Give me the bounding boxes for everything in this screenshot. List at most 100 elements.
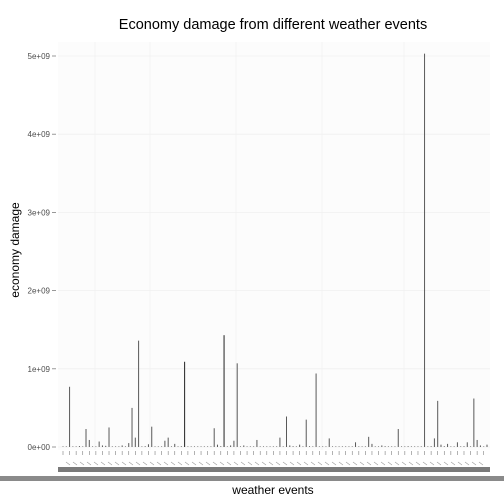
x-tick-label-fragment [324, 461, 330, 466]
bar [289, 445, 291, 447]
bar [213, 428, 215, 447]
bar [164, 440, 166, 447]
bar [286, 416, 288, 447]
bar [361, 446, 363, 447]
bar [197, 446, 199, 447]
bar [420, 446, 422, 447]
bar [479, 445, 481, 447]
bar [124, 446, 126, 447]
x-tick-label-fragment [471, 461, 477, 466]
bar [187, 446, 189, 447]
bar [246, 446, 248, 447]
x-tick-label-fragment [408, 461, 414, 466]
x-tick-label-fragment [93, 461, 99, 466]
x-tick-label-fragment [401, 461, 407, 466]
bar [233, 440, 235, 447]
bar [315, 373, 317, 447]
bar [470, 446, 472, 447]
x-tick-label-fragment [443, 461, 449, 466]
x-tick-label-fragment [163, 461, 169, 466]
bar [371, 443, 373, 447]
x-tick-label-fragment [366, 461, 372, 466]
x-tick-label-fragment [240, 461, 246, 466]
bar [216, 444, 218, 447]
bar [384, 446, 386, 447]
bar [430, 446, 432, 447]
bar [78, 446, 80, 447]
x-tick-label-fragment [86, 461, 92, 466]
bar [414, 446, 416, 447]
bar [121, 445, 123, 447]
bar [170, 446, 172, 447]
x-tick-label-fragment [65, 461, 71, 466]
bar [450, 446, 452, 447]
bar [299, 444, 301, 447]
bar [111, 446, 113, 447]
bar [239, 446, 241, 447]
x-axis [0, 451, 504, 481]
x-tick-label-fragment [226, 461, 232, 466]
x-tick-label-fragment [79, 461, 85, 466]
bar [437, 400, 439, 447]
bar [249, 446, 251, 447]
bar [184, 361, 186, 447]
bar [138, 340, 140, 447]
bar [230, 445, 232, 447]
bar [295, 446, 297, 447]
bar [473, 398, 475, 447]
bar [305, 419, 307, 447]
bar [105, 445, 107, 447]
x-tick-label-fragment [296, 461, 302, 466]
x-tick-label-fragment [114, 461, 120, 466]
y-tick-label: 4e+09 [28, 130, 51, 139]
bar [341, 446, 343, 447]
bar [355, 442, 357, 447]
x-tick-label-fragment [275, 461, 281, 466]
x-tick-label-fragment [198, 461, 204, 466]
x-tick-label-fragment [394, 461, 400, 466]
x-tick-label-fragment [261, 461, 267, 466]
bar [463, 446, 465, 447]
bar [417, 446, 419, 447]
bar [358, 446, 360, 447]
bar [65, 446, 67, 447]
bar [98, 441, 100, 447]
bar [476, 439, 478, 447]
y-tick-label: 3e+09 [28, 208, 51, 217]
bar [203, 446, 205, 447]
bar [483, 446, 485, 447]
bar [174, 443, 176, 447]
bar [82, 446, 84, 447]
bar [335, 446, 337, 447]
x-tick-label-fragment [100, 461, 106, 466]
bar [134, 437, 136, 447]
bar [279, 437, 281, 447]
bar [141, 446, 143, 447]
y-tick-label: 1e+09 [28, 365, 51, 374]
x-tick-label-fragment [345, 461, 351, 466]
x-tick-label-fragment [429, 461, 435, 466]
x-tick-label-fragment [289, 461, 295, 466]
bar [167, 437, 169, 447]
bar [318, 446, 320, 447]
bar [69, 386, 71, 447]
grid-lines [58, 42, 490, 450]
bar [309, 446, 311, 447]
bar [381, 445, 383, 447]
bar [266, 446, 268, 447]
bar [387, 446, 389, 447]
bar [147, 444, 149, 447]
bar [453, 446, 455, 447]
bar [364, 446, 366, 447]
bar [220, 446, 222, 447]
x-axis-title: weather events [231, 483, 313, 497]
bar [92, 446, 94, 447]
x-tick-label-fragment [338, 461, 344, 466]
bar [131, 407, 133, 447]
bar [401, 446, 403, 447]
bar [85, 429, 87, 447]
bar [193, 446, 195, 447]
plot-panel [58, 42, 490, 450]
bar [328, 438, 330, 447]
